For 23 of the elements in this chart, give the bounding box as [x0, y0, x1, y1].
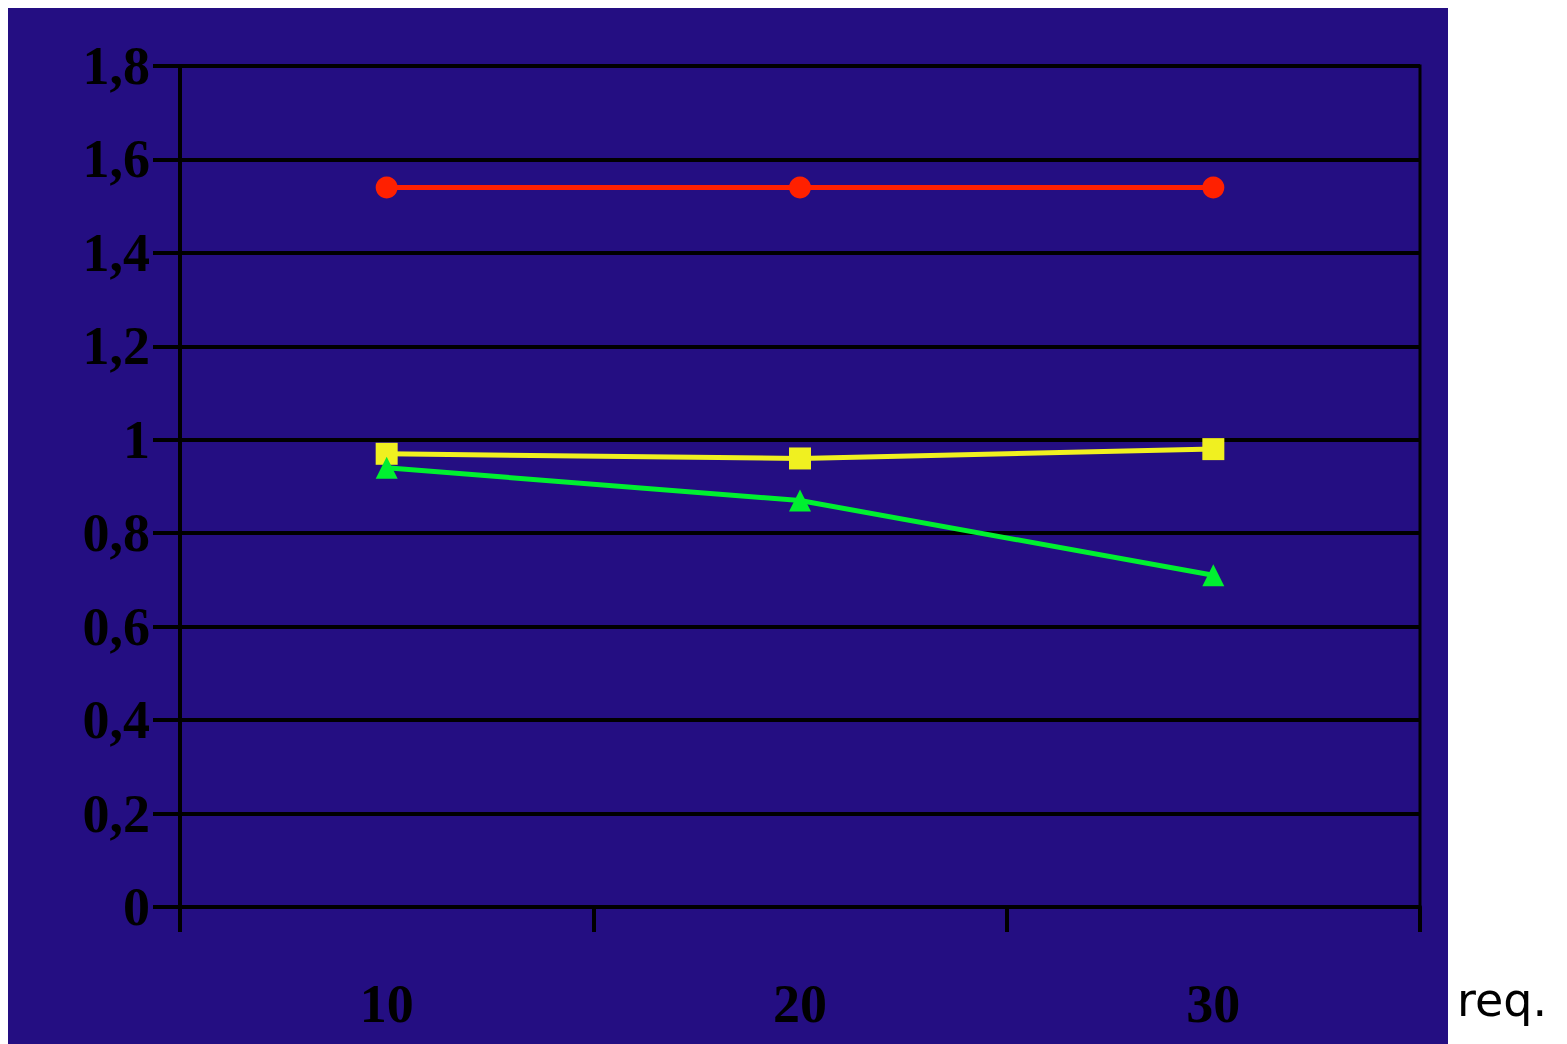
y-tick-label: 0,4: [82, 690, 150, 751]
point: [375, 456, 398, 479]
point: [789, 489, 811, 512]
y-tick-label: 0: [123, 877, 150, 937]
y-tick-label: 1,8: [82, 36, 150, 96]
x-axis-title: req.: [1457, 973, 1548, 1027]
y-tick-label: 0,2: [82, 783, 150, 844]
y-tick-label: 0,6: [82, 596, 150, 657]
y-tick-label: 1,4: [82, 222, 150, 283]
y-tick-label: 1,6: [82, 129, 150, 190]
point: [1202, 438, 1225, 461]
point: [789, 447, 811, 470]
x-tick-label: 20: [773, 974, 827, 1034]
point: [789, 176, 811, 199]
y-tick-label: 1: [123, 409, 150, 470]
point: [1202, 564, 1225, 587]
point: [1202, 176, 1225, 199]
x-tick-label: 10: [359, 974, 414, 1034]
y-tick-label: 0,8: [82, 503, 150, 564]
x-tick-label: 30: [1186, 974, 1241, 1034]
y-tick-label: 1,2: [82, 316, 150, 377]
point: [375, 442, 398, 465]
point: [375, 176, 398, 199]
